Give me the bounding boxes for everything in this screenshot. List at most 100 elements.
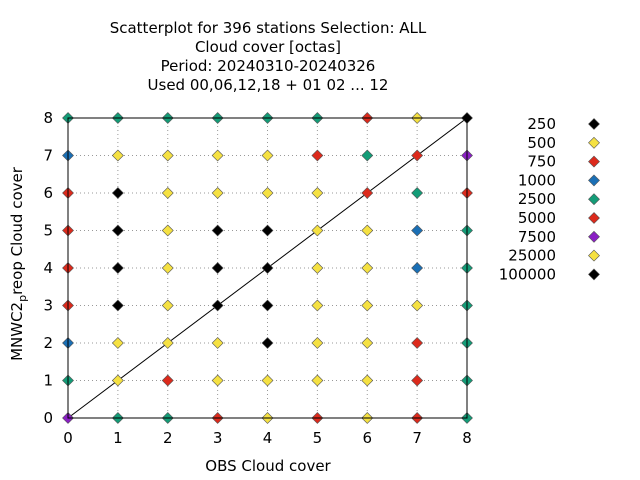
legend-marker: [588, 118, 600, 130]
legend-label: 1000: [518, 171, 556, 189]
data-point: [161, 262, 174, 274]
y-axis-label-main: MNWC2: [8, 302, 26, 361]
x-tick-label: 8: [462, 429, 472, 447]
legend-label: 100000: [499, 265, 556, 283]
data-point: [361, 337, 374, 349]
data-points: [62, 112, 473, 424]
chart-title: Scatterplot for 396 stations Selection: …: [110, 19, 427, 94]
data-point: [211, 224, 224, 237]
data-point: [361, 187, 374, 199]
legend-label: 25000: [508, 247, 556, 265]
data-point: [211, 374, 224, 387]
legend-marker: [588, 230, 600, 243]
data-point: [211, 299, 224, 312]
x-tick-label: 6: [362, 429, 372, 447]
y-axis-label-tail: reop Cloud cover: [8, 166, 26, 295]
data-point: [311, 374, 324, 387]
x-tick-label: 7: [412, 429, 422, 447]
y-tick-label: 6: [43, 184, 53, 202]
legend-marker: [588, 136, 600, 149]
data-point: [161, 299, 174, 312]
data-point: [211, 187, 224, 199]
data-point: [111, 149, 124, 162]
data-point: [361, 299, 374, 312]
y-tick-label: 0: [43, 409, 53, 427]
data-point: [161, 374, 174, 387]
legend-marker: [588, 212, 600, 224]
data-point: [161, 149, 174, 162]
x-tick-label: 2: [163, 429, 173, 447]
data-point: [111, 299, 124, 312]
title-line-2: Cloud cover [octas]: [195, 38, 341, 56]
legend-marker: [588, 249, 600, 262]
y-tick-label: 4: [43, 259, 53, 277]
y-tick-label: 2: [43, 334, 53, 352]
data-point: [161, 224, 174, 237]
x-tick-label: 3: [213, 429, 223, 447]
legend-label: 5000: [518, 209, 556, 227]
data-point: [111, 374, 124, 387]
data-point: [361, 224, 374, 237]
data-point: [411, 224, 424, 237]
legend-label: 500: [527, 134, 556, 152]
x-tick-label: 5: [313, 429, 323, 447]
data-point: [411, 374, 424, 387]
data-point: [161, 187, 174, 199]
y-tick-label: 8: [43, 109, 53, 127]
data-point: [161, 337, 174, 349]
legend-label: 250: [527, 115, 556, 133]
data-point: [361, 149, 374, 162]
x-tick-label: 0: [63, 429, 73, 447]
legend-label: 2500: [518, 190, 556, 208]
legend-marker: [588, 155, 600, 168]
data-point: [411, 187, 424, 199]
title-line-3: Period: 20240310-20240326: [161, 57, 376, 75]
x-tick-labels: 0 1 2 3 4 5 6 7 8: [63, 429, 472, 447]
y-tick-label: 3: [43, 297, 53, 315]
data-point: [261, 149, 274, 162]
data-point: [411, 299, 424, 312]
y-axis-label: MNWC2preop Cloud cover: [8, 166, 29, 361]
title-line-1: Scatterplot for 396 stations Selection: …: [110, 19, 427, 37]
data-point: [261, 337, 274, 349]
data-point: [211, 262, 224, 274]
data-point: [311, 337, 324, 349]
title-line-4: Used 00,06,12,18 + 01 02 ... 12: [148, 76, 389, 94]
data-point: [411, 337, 424, 349]
data-point: [311, 299, 324, 312]
data-point: [211, 149, 224, 162]
data-point: [261, 224, 274, 237]
data-point: [261, 262, 274, 274]
data-point: [411, 262, 424, 274]
data-point: [311, 262, 324, 274]
y-tick-label: 1: [43, 372, 53, 390]
data-point: [361, 374, 374, 387]
data-point: [111, 337, 124, 349]
legend-marker: [588, 193, 600, 206]
legend-marker: [588, 268, 600, 281]
legend-label: 750: [527, 153, 556, 171]
data-point: [361, 262, 374, 274]
y-tick-label: 7: [43, 147, 53, 165]
data-point: [111, 262, 124, 274]
data-point: [111, 224, 124, 237]
data-point: [261, 187, 274, 199]
legend-label: 7500: [518, 228, 556, 246]
data-point: [311, 149, 324, 162]
data-point: [211, 337, 224, 349]
y-tick-label: 5: [43, 222, 53, 240]
data-point: [311, 187, 324, 199]
data-point: [261, 299, 274, 312]
legend-marker: [588, 174, 600, 187]
data-point: [261, 374, 274, 387]
x-tick-label: 4: [263, 429, 273, 447]
x-tick-label: 1: [113, 429, 123, 447]
grid-lines: [68, 118, 467, 418]
data-point: [111, 187, 124, 199]
data-point: [311, 224, 324, 237]
y-tick-labels: 0 1 2 3 4 5 6 7 8: [43, 109, 53, 427]
y-axis-label-sub: p: [16, 295, 29, 302]
data-point: [411, 149, 424, 162]
